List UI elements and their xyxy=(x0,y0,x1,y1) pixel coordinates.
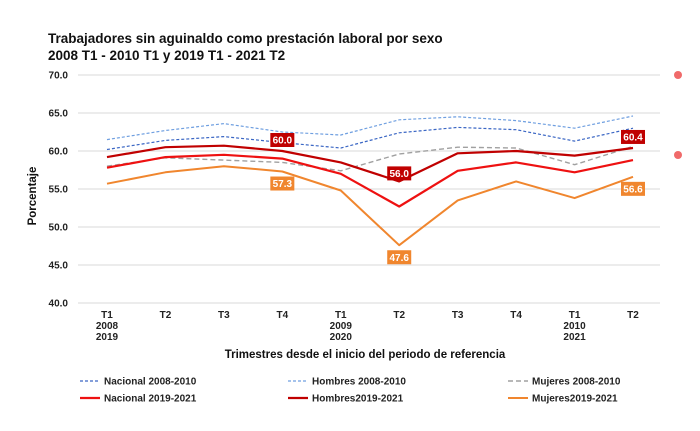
gridlines xyxy=(78,74,660,304)
x-tick-label: T2 xyxy=(627,310,639,321)
data-label: 57.3 xyxy=(270,176,295,191)
data-label: 47.6 xyxy=(387,250,412,265)
x-tick-label: 2019 xyxy=(96,332,119,343)
legend-label: Hombres2019-2021 xyxy=(312,394,404,405)
legend-label: Mujeres2019-2021 xyxy=(532,394,618,405)
data-label-text: 60.4 xyxy=(623,133,643,144)
x-tick-label: T2 xyxy=(160,310,172,321)
data-label-box xyxy=(621,181,645,196)
series-line-0 xyxy=(106,126,634,151)
chart-title: Trabajadores sin aguinaldo como prestaci… xyxy=(48,30,443,64)
y-axis-title: Porcentaje xyxy=(27,167,39,226)
legend-label: Hombres 2008-2010 xyxy=(312,377,406,388)
legend-label: Mujeres 2008-2010 xyxy=(532,377,621,388)
data-label: 60.0 xyxy=(270,133,295,147)
legend-item: Hombres 2008-2010 xyxy=(288,377,406,388)
x-tick-label: T1 xyxy=(569,310,581,321)
y-tick-label: 55.0 xyxy=(49,185,69,196)
legend-item: Hombres2019-2021 xyxy=(288,394,404,405)
x-tick-label: 2010 xyxy=(563,321,586,332)
data-label: 56.0 xyxy=(387,166,412,181)
series-line-5 xyxy=(106,165,634,247)
series-line-1 xyxy=(106,115,634,141)
legend-item: Nacional 2008-2010 xyxy=(80,377,197,388)
legend-item: Mujeres2019-2021 xyxy=(508,394,618,405)
data-label-text: 56.0 xyxy=(389,169,409,180)
data-label-text: 57.3 xyxy=(273,179,293,190)
data-label-box xyxy=(387,250,412,265)
x-tick-label: T1 xyxy=(335,310,347,321)
data-label-box xyxy=(387,166,412,181)
y-tick-label: 50.0 xyxy=(49,223,69,234)
edge-marker-top xyxy=(674,71,682,79)
legend-item: Nacional 2019-2021 xyxy=(80,394,197,405)
edge-marker-middle xyxy=(674,151,682,159)
y-tick-label: 40.0 xyxy=(49,299,69,310)
y-axis-ticks: 40.0 45.0 50.0 55.0 60.0 65.0 70.0 xyxy=(49,71,69,310)
x-tick-label: T3 xyxy=(452,310,464,321)
data-label-box xyxy=(270,176,295,191)
chart-title-line-1: Trabajadores sin aguinaldo como prestaci… xyxy=(48,31,443,46)
data-labels: 60.0 56.0 60.4 57.3 47.6 56.6 xyxy=(270,129,645,265)
data-label-text: 60.0 xyxy=(273,136,293,147)
x-tick-label: 2021 xyxy=(563,332,586,343)
data-label-box xyxy=(270,133,295,147)
x-axis-title: Trimestres desde el inicio del periodo d… xyxy=(225,349,506,361)
legend: Nacional 2008-2010 Hombres 2008-2010 Mujer… xyxy=(80,377,621,405)
series-line-3 xyxy=(106,153,634,208)
y-tick-label: 60.0 xyxy=(49,147,69,158)
data-label-text: 47.6 xyxy=(389,253,409,264)
x-tick-label: T1 xyxy=(101,310,113,321)
x-tick-label: T3 xyxy=(218,310,230,321)
series-line-4 xyxy=(106,144,634,183)
x-tick-label: T2 xyxy=(393,310,405,321)
data-label-text: 56.6 xyxy=(623,184,643,195)
data-label-box xyxy=(621,129,645,144)
legend-item: Mujeres 2008-2010 xyxy=(508,377,621,388)
series-line-2 xyxy=(106,145,634,172)
chart-title-line-2: 2008 T1 - 2010 T1 y 2019 T1 - 2021 T2 xyxy=(48,48,286,63)
x-tick-label: T4 xyxy=(276,310,288,321)
y-tick-label: 65.0 xyxy=(49,109,69,120)
x-tick-label: 2008 xyxy=(96,321,119,332)
x-tick-label: 2009 xyxy=(330,321,353,332)
legend-label: Nacional 2008-2010 xyxy=(104,377,197,388)
series-lines xyxy=(106,115,634,247)
y-tick-label: 70.0 xyxy=(49,71,69,82)
y-tick-label: 45.0 xyxy=(49,261,69,272)
data-label: 56.6 xyxy=(621,181,645,196)
legend-label: Nacional 2019-2021 xyxy=(104,394,197,405)
x-tick-label: 2020 xyxy=(330,332,353,343)
data-label: 60.4 xyxy=(621,129,645,144)
x-tick-label: T4 xyxy=(510,310,522,321)
